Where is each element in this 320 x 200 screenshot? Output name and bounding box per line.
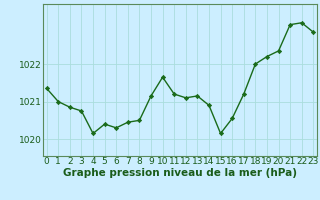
- X-axis label: Graphe pression niveau de la mer (hPa): Graphe pression niveau de la mer (hPa): [63, 168, 297, 178]
